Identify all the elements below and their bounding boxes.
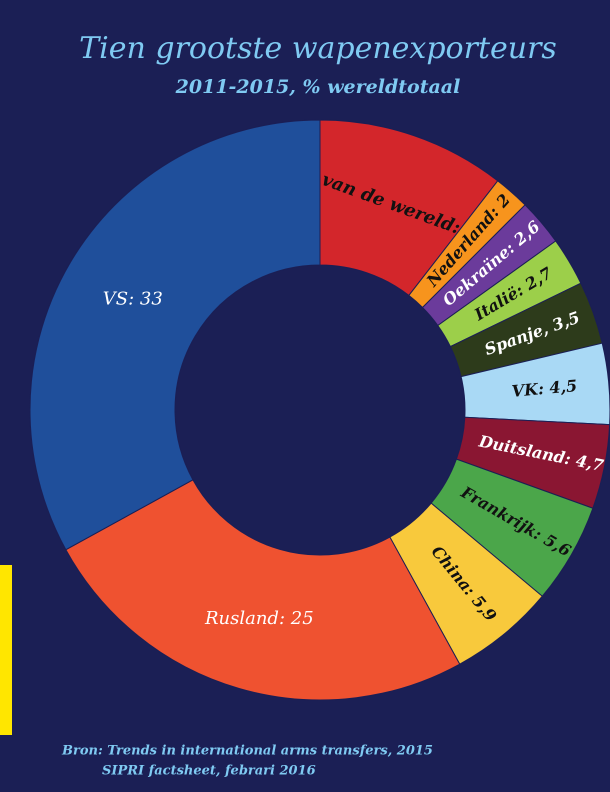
donut-slice xyxy=(29,119,321,551)
data-label: VS: 33 xyxy=(103,288,163,309)
source-note: Bron: Trends in international arms trans… xyxy=(61,744,433,759)
chart-title: Tien grootste wapenexporteurs xyxy=(79,31,557,66)
data-label: Rusland: 25 xyxy=(204,608,314,629)
source-note: SIPRI factsheet, febrari 2016 xyxy=(102,764,316,779)
chart-subtitle: 2011-2015, % wereldtotaal xyxy=(175,76,461,98)
side-strip xyxy=(0,565,12,735)
donut-slice xyxy=(65,479,461,701)
